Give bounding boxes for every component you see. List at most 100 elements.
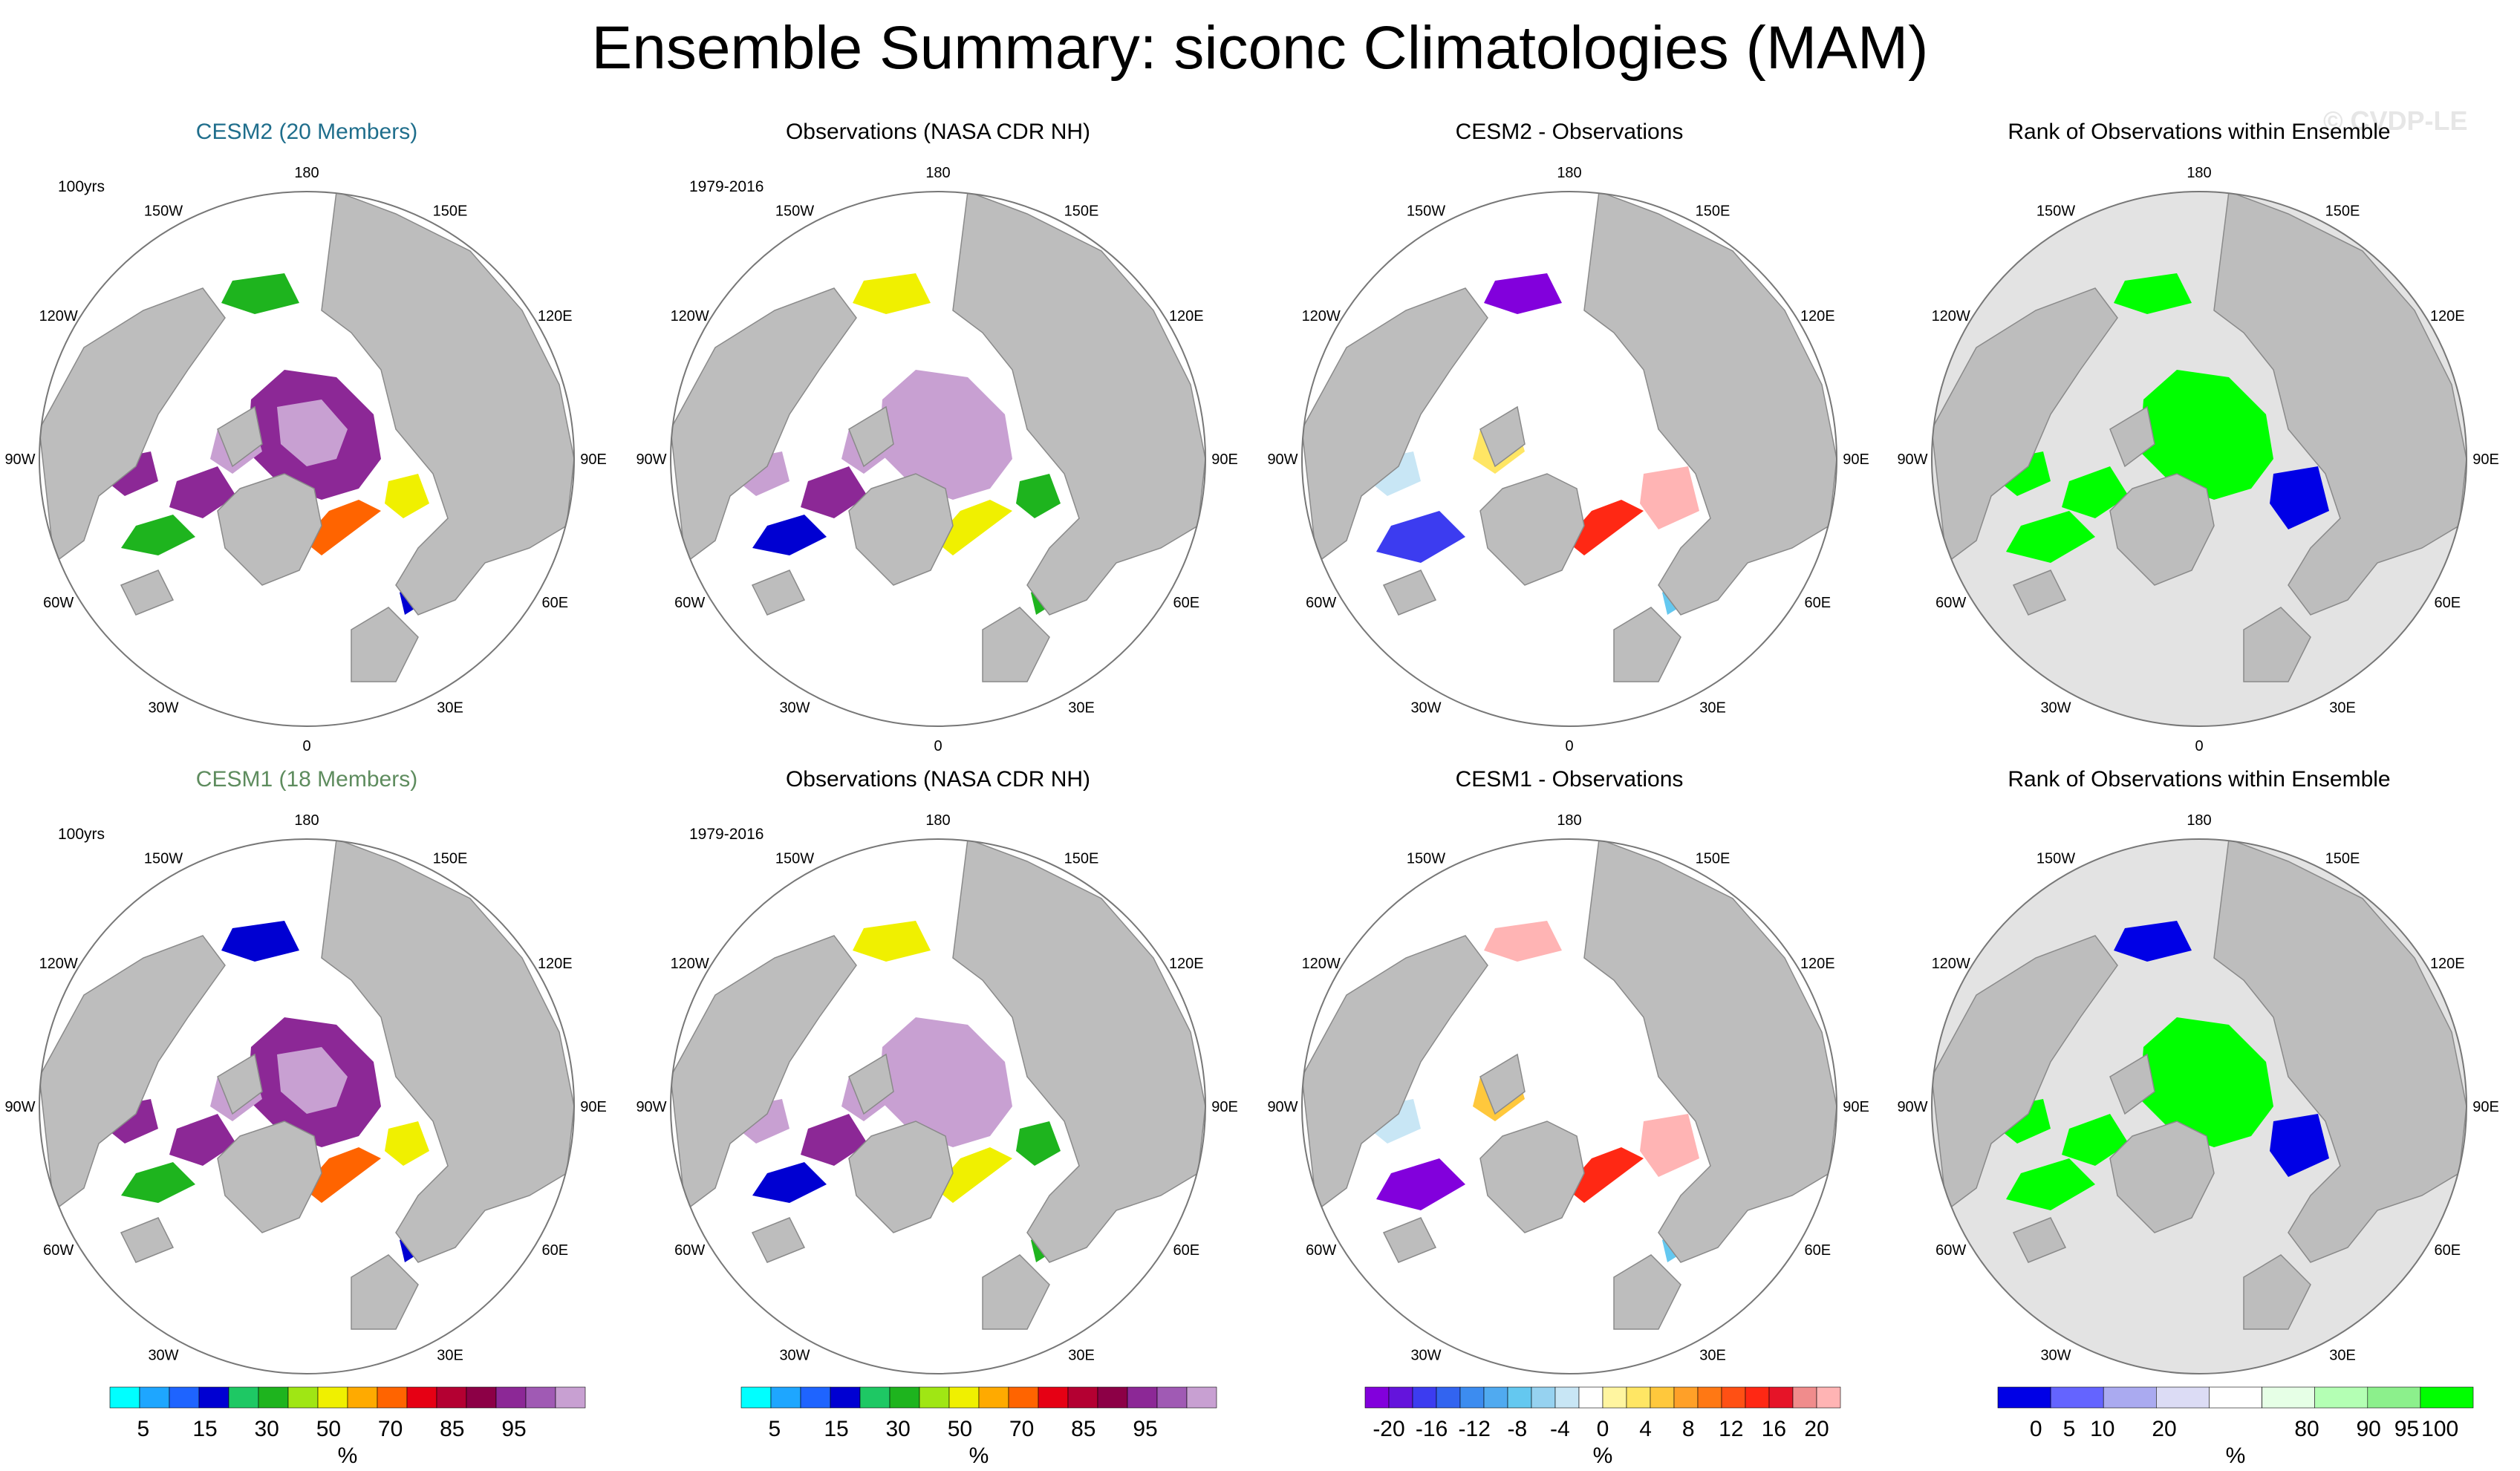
cb-rank: 0 5 10 20 80 90 95 100%	[1976, 1386, 2495, 1469]
colorbar-swatch	[1745, 1386, 1770, 1409]
colorbar-tick-label: 5	[137, 1417, 149, 1441]
lon-label: 150E	[1064, 851, 1099, 867]
region-baffin-bay	[801, 1114, 867, 1166]
colorbar-graphic: -20 -16 -12 -8 -4 0 4 8 12 16 20	[1364, 1386, 1841, 1441]
region-bering-sea	[221, 273, 299, 314]
colorbar-swatch	[1038, 1386, 1069, 1409]
region-labrador-sea	[2006, 511, 2095, 563]
colorbar-swatch	[287, 1386, 319, 1409]
colorbar-unit: %	[1592, 1444, 1613, 1468]
region-bering-sea	[221, 921, 299, 962]
map-boundary	[670, 838, 1206, 1374]
cb-ice-2: 5 15 30 50 70 85 95%	[719, 1386, 1239, 1469]
colorbar-swatch	[139, 1386, 170, 1409]
colorbar-swatch	[198, 1386, 229, 1409]
lon-label: 90W	[1897, 1099, 1927, 1115]
panel-title: CESM2 - Observations	[1455, 120, 1684, 144]
period-label: 100yrs	[58, 178, 105, 195]
lon-label: 60E	[2435, 595, 2461, 611]
lon-label: 30W	[1410, 699, 1441, 716]
colorbar-swatch	[228, 1386, 259, 1409]
lon-label: 30W	[148, 1347, 178, 1363]
colorbar-swatch	[347, 1386, 378, 1409]
colorbar-swatch	[525, 1386, 556, 1409]
lon-label: 30W	[779, 699, 810, 716]
lon-label: 90W	[1897, 451, 1927, 468]
region-central-arctic	[1510, 370, 1644, 500]
colorbar-swatch	[2420, 1386, 2474, 1409]
colorbar-tick-label: 80	[2294, 1417, 2319, 1441]
colorbar-tick-label: 70	[1009, 1417, 1034, 1441]
map-boundary	[39, 838, 575, 1374]
colorbar-swatch	[2156, 1386, 2210, 1409]
region-greenland-sea-margin	[303, 1147, 381, 1203]
lon-label: 0	[1565, 738, 1573, 754]
colorbar-graphic: 5 15 30 50 70 85 95	[740, 1386, 1217, 1441]
colorbar-tick-label: 15	[824, 1417, 848, 1441]
colorbar-swatch	[1816, 1386, 1841, 1409]
map-boundary	[1301, 191, 1837, 727]
colorbar-swatch	[436, 1386, 467, 1409]
colorbar-graphic: 0 5 10 20 80 90 95 100	[1997, 1386, 2474, 1441]
lon-label: 90W	[4, 1099, 35, 1115]
region-greenland-sea	[1566, 1147, 1644, 1203]
colorbar-tick-label: 50	[316, 1417, 341, 1441]
lon-label: 90W	[1267, 451, 1298, 468]
colorbar-swatch	[1578, 1386, 1604, 1409]
colorbar-tick-label: 8	[1682, 1417, 1695, 1441]
region-baffin-bay	[169, 1114, 236, 1166]
region-pack-core	[908, 1047, 979, 1114]
lon-label: 60W	[1306, 1242, 1336, 1259]
colorbar-tick-label: 90	[2357, 1417, 2381, 1441]
colorbar-swatch	[1412, 1386, 1437, 1409]
lon-label: 180	[1557, 812, 1581, 829]
colorbar-tick-label: -8	[1507, 1417, 1527, 1441]
lon-label: 180	[1557, 165, 1581, 181]
region-central-arctic	[1510, 1017, 1644, 1147]
lon-label: 120W	[39, 956, 78, 972]
lon-label: 0	[934, 738, 942, 754]
lon-label: 90W	[636, 451, 666, 468]
panel-title: Observations (NASA CDR NH)	[785, 767, 1091, 792]
region-barents-sea-margin	[385, 1121, 429, 1166]
lon-label: 150E	[1064, 203, 1099, 220]
colorbar-tick-label: 5	[768, 1417, 781, 1441]
period-label: 100yrs	[58, 826, 105, 843]
lon-label: 30E	[1699, 1347, 1726, 1363]
colorbar-swatch	[859, 1386, 891, 1409]
region-labrador-margin	[121, 1162, 195, 1203]
colorbar-tick-label: 95	[1133, 1417, 1157, 1441]
colorbar-swatch	[889, 1386, 920, 1409]
colorbar-unit: %	[337, 1444, 358, 1468]
lon-label: 180	[294, 165, 319, 181]
colorbar-swatch	[258, 1386, 289, 1409]
lon-label: 180	[925, 165, 950, 181]
lon-label: 30W	[148, 699, 178, 716]
land	[671, 192, 1205, 682]
region-labrador-margin	[752, 1162, 827, 1203]
lon-label: 30E	[1068, 1347, 1095, 1363]
lon-label: 60E	[542, 1242, 569, 1259]
colorbar-swatch	[1554, 1386, 1580, 1409]
lon-label: 120E	[1800, 956, 1835, 972]
colorbar-graphic: 5 15 30 50 70 85 95	[109, 1386, 586, 1441]
region-baffin-bay	[801, 466, 867, 518]
lon-label: 90E	[1211, 1099, 1238, 1115]
colorbar-tick-label: -20	[1373, 1417, 1404, 1441]
colorbar-swatch	[2262, 1386, 2316, 1409]
region-barents-sea	[1640, 466, 1699, 529]
colorbar-tick-label: 95	[2394, 1417, 2419, 1441]
lon-label: 150E	[1696, 851, 1731, 867]
lon-label: 30E	[437, 1347, 463, 1363]
region-bering-sea	[2114, 921, 2192, 962]
lon-label: 120E	[2430, 308, 2465, 324]
map-boundary	[1931, 838, 2467, 1374]
lon-label: 90E	[580, 451, 607, 468]
lon-label: 120E	[2430, 956, 2465, 972]
lon-label: 120E	[1169, 956, 1204, 972]
colorbar-tick-label: 10	[2090, 1417, 2114, 1441]
